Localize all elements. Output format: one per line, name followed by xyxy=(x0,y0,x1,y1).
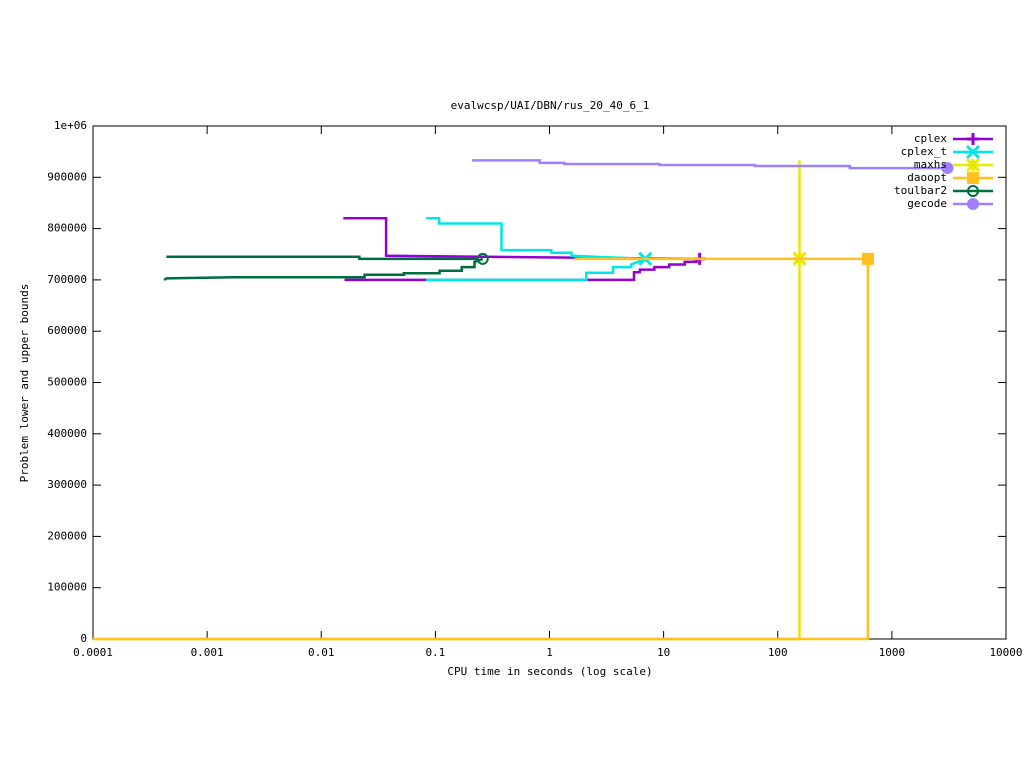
x-tick-label: 100 xyxy=(768,646,788,659)
y-tick-label: 900000 xyxy=(47,170,87,183)
legend-label: cplex xyxy=(914,132,947,145)
series-line xyxy=(163,255,484,281)
marker xyxy=(476,252,489,265)
y-tick-label: 1e+06 xyxy=(54,119,87,132)
y-tick-label: 300000 xyxy=(47,478,87,491)
legend-marker xyxy=(967,198,979,210)
legend-label: toulbar2 xyxy=(894,184,947,197)
legend-marker xyxy=(967,133,979,145)
x-axis-label: CPU time in seconds (log scale) xyxy=(447,665,652,678)
y-tick-label: 800000 xyxy=(47,222,87,235)
y-tick-label: 700000 xyxy=(47,273,87,286)
y-tick-label: 600000 xyxy=(47,324,87,337)
y-tick-label: 400000 xyxy=(47,427,87,440)
x-tick-label: 1000 xyxy=(879,646,906,659)
marker xyxy=(861,252,874,265)
series-line xyxy=(93,257,870,641)
series-line xyxy=(472,159,948,170)
y-tick-label: 200000 xyxy=(47,529,87,542)
y-axis-label: Problem lower and upper bounds xyxy=(18,284,31,483)
x-tick-label: 0.1 xyxy=(425,646,445,659)
x-tick-label: 10 xyxy=(657,646,670,659)
legend-label: daoopt xyxy=(907,171,947,184)
marker xyxy=(941,162,954,175)
legend-marker xyxy=(965,157,981,173)
y-tick-label: 500000 xyxy=(47,376,87,389)
x-tick-label: 0.001 xyxy=(191,646,224,659)
legend-marker xyxy=(967,185,979,197)
series-line xyxy=(343,217,700,282)
legend-marker xyxy=(967,172,979,184)
legend-label: maxhs xyxy=(914,158,947,171)
chart-title: evalwcsp/UAI/DBN/rus_20_40_6_1 xyxy=(451,99,650,112)
x-tick-label: 0.01 xyxy=(308,646,335,659)
y-tick-label: 100000 xyxy=(47,581,87,594)
x-tick-label: 0.0001 xyxy=(73,646,113,659)
legend-label: gecode xyxy=(907,197,947,210)
series-line xyxy=(426,217,646,282)
x-tick-label: 10000 xyxy=(989,646,1022,659)
legend-label: cplex_t xyxy=(901,145,947,158)
y-tick-label: 0 xyxy=(80,632,87,645)
x-tick-label: 1 xyxy=(546,646,553,659)
legend-marker xyxy=(965,144,981,160)
